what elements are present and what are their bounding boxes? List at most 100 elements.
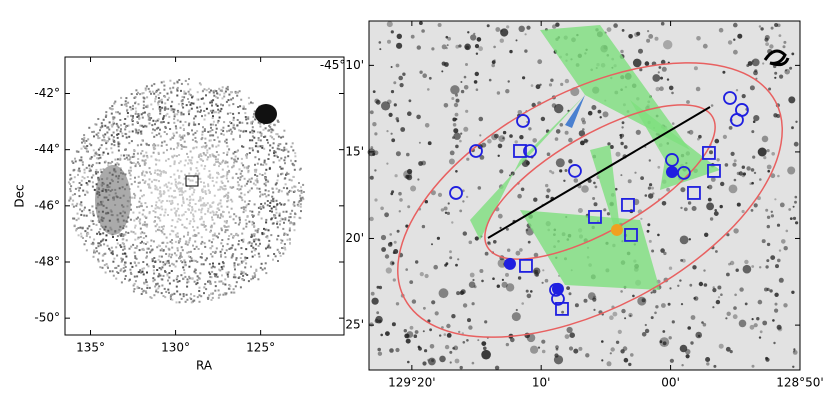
pixel [217,153,220,156]
pixel [281,247,283,249]
pixel [178,134,181,137]
pixel [211,255,214,258]
star [778,34,782,37]
pixel [148,90,151,93]
star [769,44,774,49]
pixel [280,173,282,176]
pixel [283,203,286,206]
star [768,87,772,91]
pixel [244,116,247,118]
pixel [75,219,78,222]
star [693,66,698,71]
pixel [178,175,181,178]
star [444,211,448,214]
circle-marker [665,153,679,167]
y-tick-label: 25' [345,318,364,332]
pixel [268,124,271,127]
pixel [244,219,247,222]
pixel [155,89,158,92]
pixel [284,156,287,159]
pixel [229,91,232,93]
star [765,42,769,46]
pixel [299,197,302,200]
pixel [276,238,279,241]
pixel [213,139,216,141]
pixel [220,89,223,92]
star [403,329,407,333]
pixel [170,256,173,259]
pixel [179,237,182,240]
pixel [130,230,133,233]
pixel [108,138,111,141]
pixel [120,246,123,248]
pixel [158,285,161,288]
star [380,333,384,337]
pixel [152,151,155,154]
pixel [67,181,70,184]
pixel [237,112,240,115]
pixel [149,296,152,299]
pixel [217,144,220,147]
pixel [124,266,127,268]
star [431,300,436,305]
star [772,319,775,322]
star [746,166,751,171]
pixel [265,272,268,275]
pixel [134,102,137,105]
pixel [214,124,217,127]
pixel [203,185,206,188]
pixel [155,95,157,98]
pixel [105,142,108,145]
pixel [241,121,244,124]
pixel [159,213,162,216]
star [666,187,670,192]
pixel [222,245,224,248]
star [652,192,655,195]
star [593,202,598,207]
star [506,25,510,29]
pixel [142,194,145,197]
pixel [80,156,83,159]
pixel [105,147,108,150]
pixel [203,242,206,245]
pixel [233,291,236,294]
pixel [264,181,267,184]
pixel [275,182,278,185]
pixel [281,218,284,221]
pixel [190,211,192,214]
pixel [172,132,175,135]
pixel [154,225,157,228]
pixel [85,150,88,153]
pixel [152,240,155,243]
pixel [190,159,193,162]
star [606,361,612,367]
star [458,44,462,48]
pixel [180,89,182,92]
pixel [284,162,286,165]
pixel [101,153,104,156]
pixel [83,136,86,139]
pixel [152,280,155,283]
pixel [234,155,237,158]
pixel [199,256,202,259]
pixel [210,266,213,269]
pixel [105,263,108,266]
pixel [225,141,228,144]
pixel [172,196,175,199]
pixel [78,159,81,162]
star [794,200,797,204]
pixel [78,182,81,184]
pixel [280,136,283,139]
star [499,169,504,174]
circle-marker [469,144,483,158]
pixel [69,183,71,185]
star [510,337,515,343]
pixel [280,167,283,170]
pixel [294,152,297,155]
star [377,347,382,352]
pixel [257,244,260,247]
star [372,152,376,156]
square-marker [519,258,533,273]
star [709,150,713,155]
star [517,110,523,115]
